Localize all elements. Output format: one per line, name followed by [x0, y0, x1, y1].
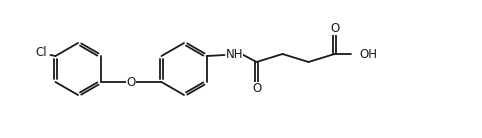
Text: NH: NH	[226, 47, 243, 60]
Text: O: O	[126, 75, 135, 88]
Text: O: O	[252, 82, 261, 95]
Text: Cl: Cl	[36, 47, 48, 59]
Text: O: O	[330, 22, 339, 34]
Text: OH: OH	[360, 47, 377, 60]
